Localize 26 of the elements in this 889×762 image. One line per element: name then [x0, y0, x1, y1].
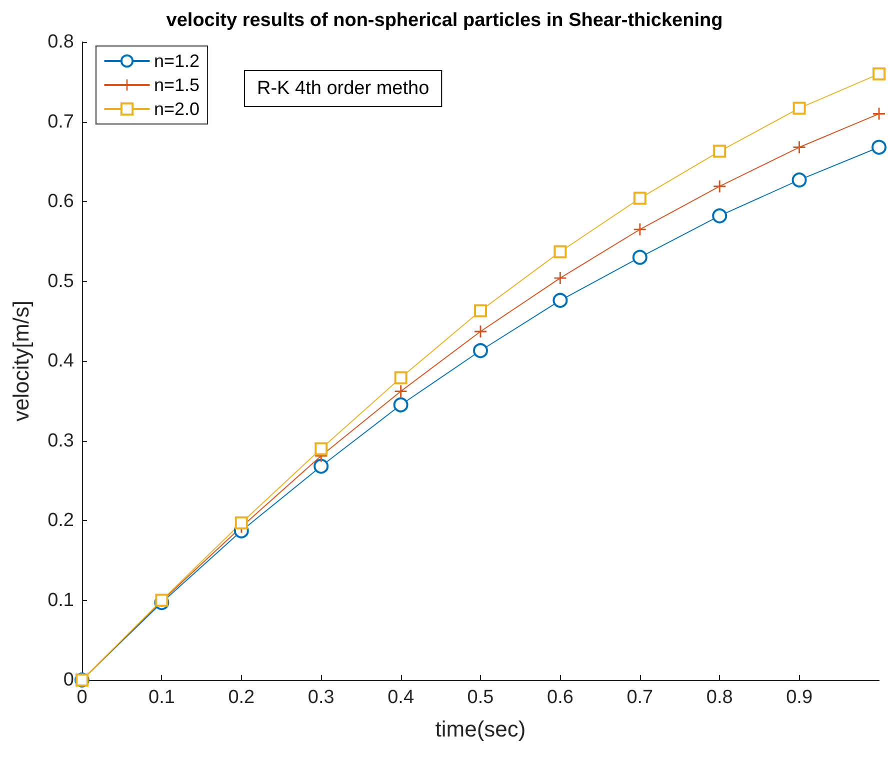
x-tick-label: 0.6	[546, 687, 574, 708]
x-tick-label: 0.2	[228, 687, 255, 708]
y-tick-label: 0.3	[48, 430, 74, 452]
x-tick-label: 0.5	[467, 687, 494, 708]
x-tick-label: 0.7	[626, 687, 654, 708]
y-tick-label: 0.4	[48, 350, 74, 372]
x-tick-label: 0.1	[148, 687, 175, 708]
y-tick-label: 0.1	[48, 590, 74, 611]
x-tick-label: 0.9	[786, 687, 813, 708]
x-tick-label: 0.4	[388, 687, 414, 708]
y-tick-label: 0.8	[48, 32, 74, 52]
y-tick-label: 0.2	[48, 510, 74, 531]
legend-label: n=1.2	[154, 51, 200, 71]
annotation: R-K 4th order metho	[257, 78, 430, 99]
legend-label: n=2.0	[154, 99, 200, 119]
legend-label: n=1.5	[154, 75, 200, 95]
y-tick-label: 0.7	[48, 111, 74, 132]
x-tick-label: 0.3	[308, 687, 334, 708]
x-tick-label: 0	[76, 687, 88, 708]
x-tick-label: 0.8	[706, 687, 733, 708]
chart-title: velocity results of non-spherical particles in Shear-thickening	[166, 10, 723, 31]
y-tick-label: 0	[63, 670, 74, 690]
y-tick-label: 0.6	[48, 191, 74, 212]
y-tick-label: 0.5	[48, 270, 74, 292]
x-axis-title: time(sec)	[435, 716, 526, 742]
y-axis-title: velocity[m/s]	[8, 300, 34, 422]
